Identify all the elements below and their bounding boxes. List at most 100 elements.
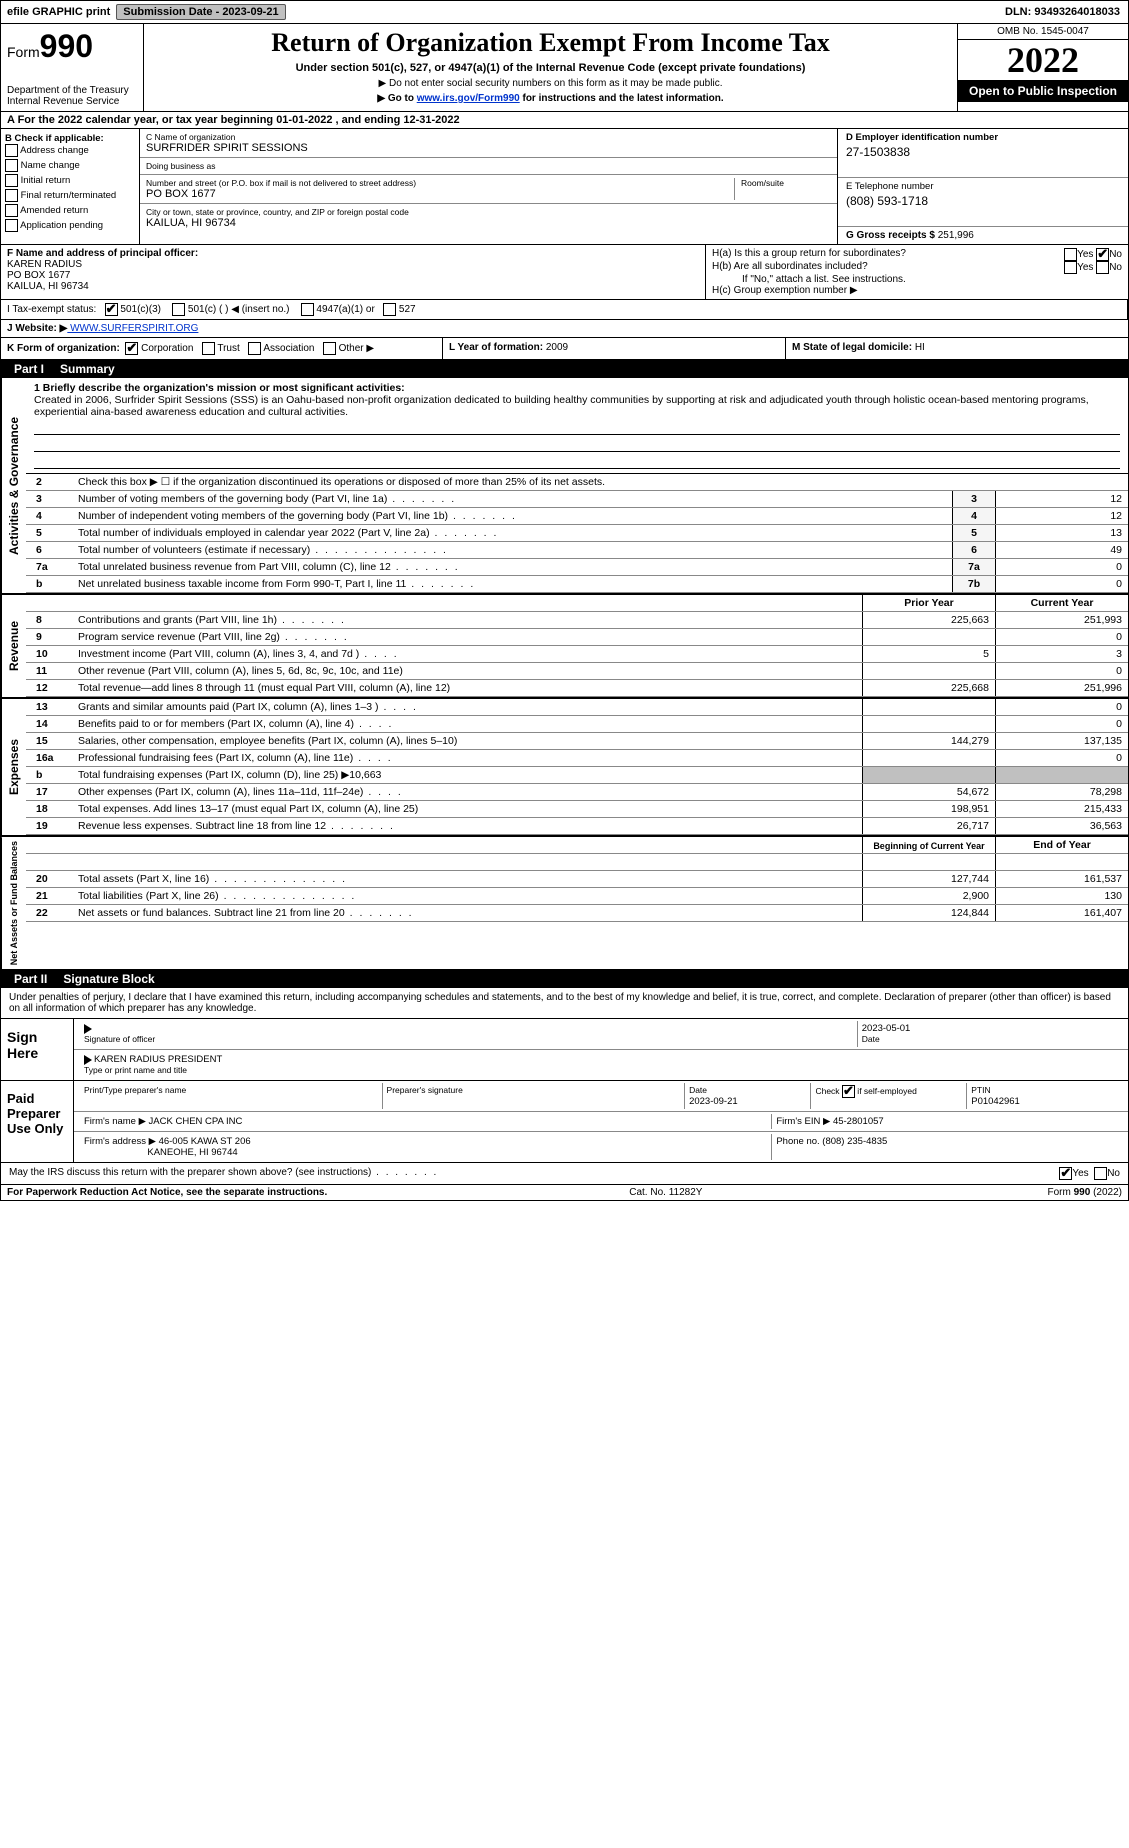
part-1-header: Part I Summary <box>0 360 1129 378</box>
discuss-yesno: Yes No <box>1059 1167 1120 1180</box>
table-row: 14Benefits paid to or for members (Part … <box>26 716 1128 733</box>
table-row: 3Number of voting members of the governi… <box>26 491 1128 508</box>
form-subtitle: Under section 501(c), 527, or 4947(a)(1)… <box>152 62 949 74</box>
netassets-table: Beginning of Current YearEnd of Year 20T… <box>26 837 1128 922</box>
goto-line: ▶ Go to www.irs.gov/Form990 for instruct… <box>152 93 949 104</box>
table-row: 8Contributions and grants (Part VIII, li… <box>26 612 1128 629</box>
tax-exempt-status: I Tax-exempt status: 501(c)(3) 501(c) ( … <box>1 300 1128 319</box>
col-d-to-g: D Employer identification number 27-1503… <box>837 129 1128 244</box>
table-row: 13Grants and similar amounts paid (Part … <box>26 699 1128 716</box>
street-label: Number and street (or P.O. box if mail i… <box>146 178 728 188</box>
ck-501c3[interactable] <box>105 303 118 316</box>
irs-label: Internal Revenue Service <box>7 96 137 107</box>
ssn-warning: ▶ Do not enter social security numbers o… <box>152 78 949 89</box>
efile-label: efile GRAPHIC print <box>1 6 116 18</box>
col-c: C Name of organization SURFRIDER SPIRIT … <box>140 129 837 244</box>
row-a-tax-year: A For the 2022 calendar year, or tax yea… <box>0 112 1129 129</box>
header-mid: Return of Organization Exempt From Incom… <box>144 24 957 111</box>
box-h: H(a) Is this a group return for subordin… <box>706 245 1128 299</box>
paperwork-notice: For Paperwork Reduction Act Notice, see … <box>7 1187 514 1198</box>
form-of-org: K Form of organization: Corporation Trus… <box>1 338 443 359</box>
city-value: KAILUA, HI 96734 <box>146 217 831 229</box>
officer-addr1: PO BOX 1677 <box>7 270 70 281</box>
form-id-footer: Form 990 (2022) <box>818 1187 1122 1198</box>
ck-527[interactable] <box>383 303 396 316</box>
table-row: 10Investment income (Part VIII, column (… <box>26 646 1128 663</box>
street-value: PO BOX 1677 <box>146 188 728 200</box>
ck-assoc[interactable] <box>248 342 261 355</box>
opt-address-change[interactable]: Address change <box>5 144 135 157</box>
gross-label: G Gross receipts $ <box>846 230 935 241</box>
page-footer: For Paperwork Reduction Act Notice, see … <box>0 1185 1129 1201</box>
table-row: 20Total assets (Part X, line 16)127,7441… <box>26 871 1128 888</box>
opt-application-pending[interactable]: Application pending <box>5 219 135 232</box>
row-k-l-m: K Form of organization: Corporation Trus… <box>0 338 1129 360</box>
arrow-icon <box>84 1024 92 1034</box>
paid-preparer-block: Paid Preparer Use Only Print/Type prepar… <box>0 1081 1129 1163</box>
box-f: F Name and address of principal officer:… <box>1 245 706 299</box>
opt-name-change[interactable]: Name change <box>5 159 135 172</box>
self-employed-check[interactable]: Check if self-employed <box>815 1086 916 1096</box>
sign-here-label: Sign Here <box>1 1019 74 1080</box>
ck-trust[interactable] <box>202 342 215 355</box>
irs-link[interactable]: www.irs.gov/Form990 <box>417 93 520 104</box>
table-row: 5Total number of individuals employed in… <box>26 525 1128 542</box>
ck-501c[interactable] <box>172 303 185 316</box>
mission-text: Created in 2006, Surfrider Spirit Sessio… <box>34 394 1089 418</box>
tax-year: 2022 <box>958 40 1128 80</box>
col-b: B Check if applicable: Address change Na… <box>1 129 140 244</box>
section-b-to-g: B Check if applicable: Address change Na… <box>0 129 1129 245</box>
governance-table: 2Check this box ▶ ☐ if the organization … <box>26 474 1128 593</box>
sidelabel-revenue: Revenue <box>1 595 26 697</box>
table-row: 7aTotal unrelated business revenue from … <box>26 559 1128 576</box>
year-formation: L Year of formation: 2009 <box>443 338 786 359</box>
opt-amended-return[interactable]: Amended return <box>5 204 135 217</box>
firm-phone: (808) 235-4835 <box>822 1136 887 1147</box>
header-left: Form990 Department of the Treasury Inter… <box>1 24 144 111</box>
firm-addr1: 46-005 KAWA ST 206 <box>159 1136 251 1147</box>
dba-label: Doing business as <box>146 161 831 171</box>
name-label: C Name of organization <box>146 132 831 142</box>
table-row: 22Net assets or fund balances. Subtract … <box>26 905 1128 922</box>
ck-other[interactable] <box>323 342 336 355</box>
sidelabel-expenses: Expenses <box>1 699 26 835</box>
firm-addr2: KANEOHE, HI 96744 <box>147 1147 237 1158</box>
table-row: 17Other expenses (Part IX, column (A), l… <box>26 784 1128 801</box>
discuss-row: May the IRS discuss this return with the… <box>0 1163 1129 1185</box>
ein-value: 27-1503838 <box>846 145 1120 159</box>
table-row: 12Total revenue—add lines 8 through 11 (… <box>26 680 1128 697</box>
website-link[interactable]: WWW.SURFERSPIRIT.ORG <box>67 323 198 334</box>
org-name: SURFRIDER SPIRIT SESSIONS <box>146 142 831 154</box>
open-to-public: Open to Public Inspection <box>958 80 1128 102</box>
phone-value: (808) 593-1718 <box>846 194 1120 208</box>
ck-corp[interactable] <box>125 342 138 355</box>
opt-initial-return[interactable]: Initial return <box>5 174 135 187</box>
summary-governance: Activities & Governance 1 Briefly descri… <box>0 378 1129 593</box>
table-row: 21Total liabilities (Part X, line 26)2,9… <box>26 888 1128 905</box>
col-b-header: B Check if applicable: <box>5 133 104 144</box>
discuss-no[interactable] <box>1094 1167 1107 1180</box>
phone-label: E Telephone number <box>846 181 1120 192</box>
ck-4947[interactable] <box>301 303 314 316</box>
perjury-statement: Under penalties of perjury, I declare th… <box>0 988 1129 1019</box>
dept-treasury: Department of the Treasury <box>7 85 137 96</box>
expenses-table: 13Grants and similar amounts paid (Part … <box>26 699 1128 835</box>
officer-name-title: KAREN RADIUS PRESIDENT <box>94 1054 222 1065</box>
submission-date-button[interactable]: Submission Date - 2023-09-21 <box>116 4 285 20</box>
form-prefix: Form <box>7 44 40 60</box>
sidelabel-netassets: Net Assets or Fund Balances <box>1 837 26 969</box>
table-row: 4Number of independent voting members of… <box>26 508 1128 525</box>
section-f-h: F Name and address of principal officer:… <box>0 245 1129 300</box>
revenue-table: Prior YearCurrent Year 8Contributions an… <box>26 595 1128 697</box>
ha-yesno: Yes No <box>1064 248 1122 261</box>
table-row: 9Program service revenue (Part VIII, lin… <box>26 629 1128 646</box>
table-row: bTotal fundraising expenses (Part IX, co… <box>26 767 1128 784</box>
row-i: I Tax-exempt status: 501(c)(3) 501(c) ( … <box>0 300 1129 320</box>
summary-revenue: Revenue Prior YearCurrent Year 8Contribu… <box>0 593 1129 697</box>
gross-value: 251,996 <box>938 230 974 241</box>
table-row: 2Check this box ▶ ☐ if the organization … <box>26 474 1128 491</box>
discuss-yes[interactable] <box>1059 1167 1072 1180</box>
opt-final-return[interactable]: Final return/terminated <box>5 189 135 202</box>
sign-here-block: Sign Here Signature of officer 2023-05-0… <box>0 1019 1129 1081</box>
omb-number: OMB No. 1545-0047 <box>958 24 1128 40</box>
